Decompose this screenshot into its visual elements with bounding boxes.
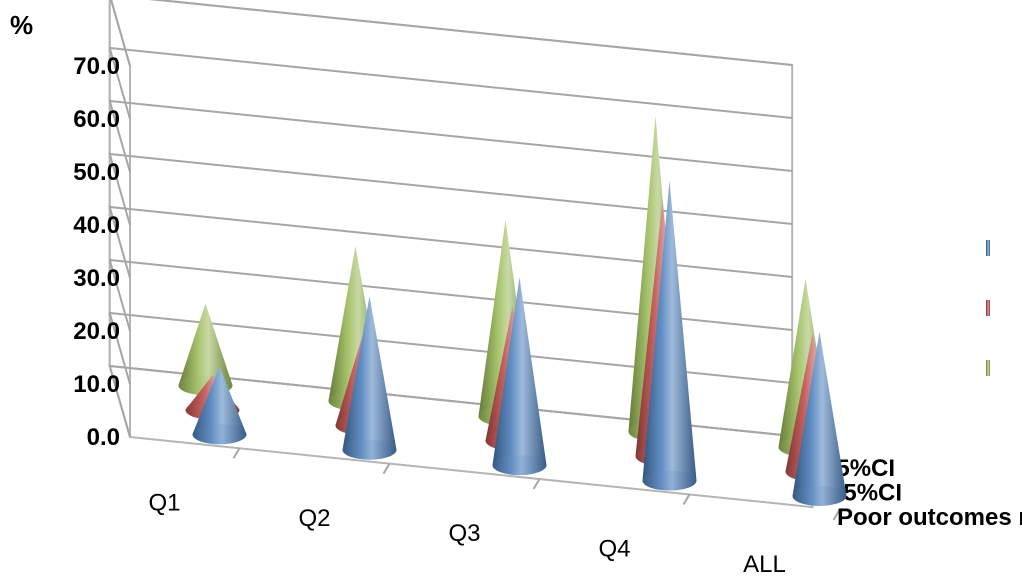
- y-axis-unit-label: %: [10, 10, 34, 40]
- x-tick-label: Q3: [448, 520, 480, 547]
- gridline: [108, 99, 793, 173]
- x-axis-labels: Q1 Q2 Q3 Q4 ALL: [148, 447, 841, 576]
- cone-base: [792, 485, 847, 506]
- y-tick-label: 50.0: [73, 159, 120, 186]
- y-tick-label: 10.0: [73, 371, 120, 398]
- y-axis-ticks: 0.0 10.0 20.0 30.0 40.0 50.0 60.0 70.0: [73, 53, 120, 451]
- x-tick-label: Q2: [298, 505, 330, 532]
- y-tick-label: 30.0: [73, 265, 120, 292]
- legend-marker: [986, 300, 990, 316]
- x-tick: [532, 478, 541, 490]
- cone-body: [192, 366, 247, 445]
- gridline: [108, 205, 793, 279]
- gridline: [108, 152, 793, 226]
- cone-body: [342, 295, 397, 460]
- y-tick-label: 40.0: [73, 212, 120, 239]
- gridline: [108, 311, 793, 385]
- cone-base: [192, 424, 247, 445]
- cone-Q2-series-0: [342, 295, 397, 460]
- cone-Q3-series-0: [492, 276, 547, 476]
- cone-body: [792, 331, 847, 506]
- cone-body: [642, 180, 697, 491]
- gridlines: [108, 0, 793, 438]
- y-tick-label: 0.0: [87, 424, 120, 451]
- series-axis-label: Poor outcomes rate: [837, 504, 1022, 531]
- legend-marker: [986, 240, 990, 256]
- gridline: [110, 0, 793, 67]
- x-tick: [232, 447, 241, 459]
- x-tick-label: Q1: [148, 489, 180, 516]
- cone-Q4-series-0: [642, 180, 697, 491]
- x-tick: [382, 463, 391, 475]
- cone-base: [492, 455, 547, 476]
- x-tick: [832, 509, 841, 521]
- gridline: [108, 258, 793, 332]
- cone-base: [342, 439, 397, 460]
- x-tick-label: ALL: [743, 551, 786, 576]
- legend-marker: [986, 360, 990, 376]
- cone-ALL-series-0: [792, 331, 847, 506]
- y-tick-label: 20.0: [73, 318, 120, 345]
- cone-base: [642, 470, 697, 491]
- gridline: [108, 364, 793, 438]
- cones: [178, 116, 847, 506]
- y-tick-label: 60.0: [73, 106, 120, 133]
- gridline: [108, 46, 793, 120]
- x-tick: [682, 493, 691, 505]
- y-tick-label: 70.0: [73, 53, 120, 80]
- legend: [986, 240, 990, 376]
- x-tick-label: Q4: [598, 536, 630, 563]
- cone-Q1-series-0: [192, 366, 247, 445]
- cone-body: [492, 276, 547, 476]
